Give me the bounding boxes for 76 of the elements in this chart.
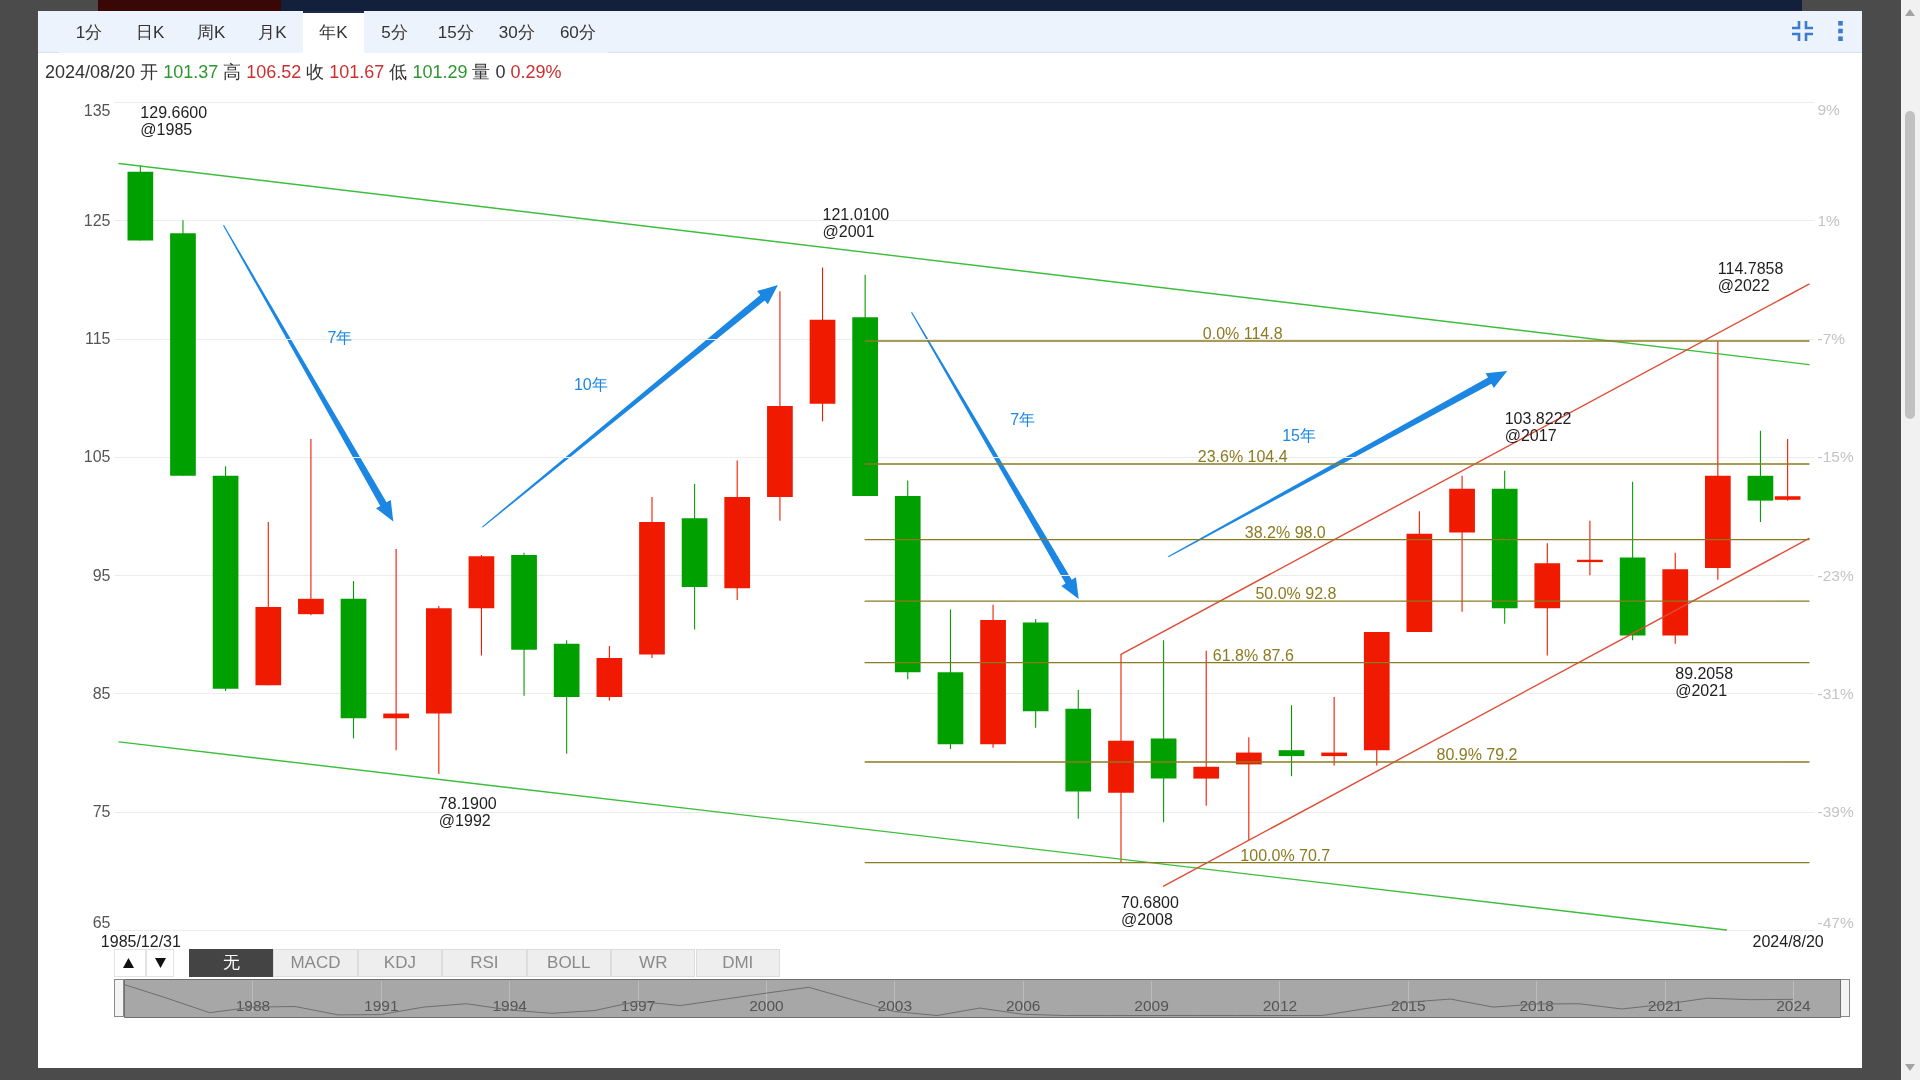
text: 1分 [75,23,103,42]
x-tick-label: 2021 [1647,997,1683,1014]
series-label: 61.8% 87.6 [1212,646,1294,664]
x-tick-label: 1991 [364,997,399,1014]
text: RSI [470,953,499,972]
y-tick-label: 125 [83,211,111,229]
x-tick-label: 1997 [620,997,656,1014]
series-label: 50.0% 92.8 [1255,585,1337,603]
x-tick-label: 1985/12/31 [100,932,181,950]
series-label: 23.6% 104.4 [1197,448,1288,466]
text: 30分 [498,23,535,42]
y2-tick-label: -15% [1817,448,1854,466]
series-label: 0.0% 114.8 [1202,325,1283,343]
text: KDJ [383,953,416,972]
x-tick-label: 2024/8/20 [1752,932,1824,950]
y-tick-label: 75 [92,803,111,821]
y2-tick-label: 1% [1817,211,1841,229]
text: DMI [722,953,754,972]
text: 101.67 [329,62,385,82]
text: 15分 [437,23,474,42]
text: 日K [135,23,165,42]
y2-tick-label: -39% [1817,803,1854,821]
y2-tick-label: -31% [1817,685,1854,703]
y-tick-label: 135 [83,101,111,119]
y-tick-label: 65 [92,913,111,931]
annotation: 10年 [573,376,608,394]
text: 5分 [381,23,408,42]
x-tick-label: 2024 [1776,997,1812,1014]
x-tick-label: 2015 [1391,997,1426,1014]
annotation: 7年 [327,328,353,346]
text: 60分 [559,23,596,42]
x-tick-label: 2012 [1262,997,1298,1014]
y-tick-label: 105 [83,448,111,466]
text: 101.29 [412,62,468,82]
x-tick-label: 1988 [235,997,271,1014]
text: 106.52 [246,62,302,82]
text: 101.37 [163,62,219,82]
x-tick-label: 2003 [877,997,913,1014]
annotation: 89.2058 @2021 [1675,664,1734,699]
x-tick-label: 2006 [1005,997,1041,1014]
annotation: 121.0100 @2001 [822,206,890,241]
y-tick-label: 85 [92,685,111,703]
x-tick-label: 2009 [1134,997,1169,1014]
y2-tick-label: -23% [1817,566,1854,584]
text: 周K [197,23,226,42]
text: BOLL [547,953,591,972]
annotation: 70.6800 @2008 [1121,894,1179,928]
text: 0.29% [510,62,562,82]
annotation: 7年 [1010,410,1036,428]
y-tick-label: 115 [84,330,111,348]
text: 开 [140,62,159,82]
series-label: 80.9% 79.2 [1436,746,1518,764]
series-label: 100.0% 70.7 [1240,846,1331,864]
text: WR [639,953,668,972]
y2-tick-label: -47% [1817,913,1854,931]
series-label: 38.2% 98.0 [1244,523,1326,541]
y2-tick-label: 9% [1817,100,1841,118]
text: 月K [258,23,287,42]
y-tick-label: 95 [92,566,111,584]
text: 收 [306,62,325,82]
annotation: 15年 [1282,426,1316,444]
annotation: 114.7858 @2022 [1717,260,1784,295]
text: 年K [319,23,348,42]
text: MACD [290,953,341,972]
text: 2024/08/20 [45,62,136,82]
text: 低 [389,62,408,82]
text: 高 [223,62,242,82]
text: 无 [222,953,240,972]
text: 0 [495,62,506,82]
annotation: 129.6600 @1985 [140,104,208,139]
y2-tick-label: -7% [1817,330,1846,348]
x-tick-label: 1994 [492,997,528,1014]
x-tick-label: 2000 [749,997,785,1014]
text: 量 [472,62,491,82]
annotation: 78.1900 @1992 [438,795,497,830]
x-tick-label: 2018 [1519,997,1554,1014]
